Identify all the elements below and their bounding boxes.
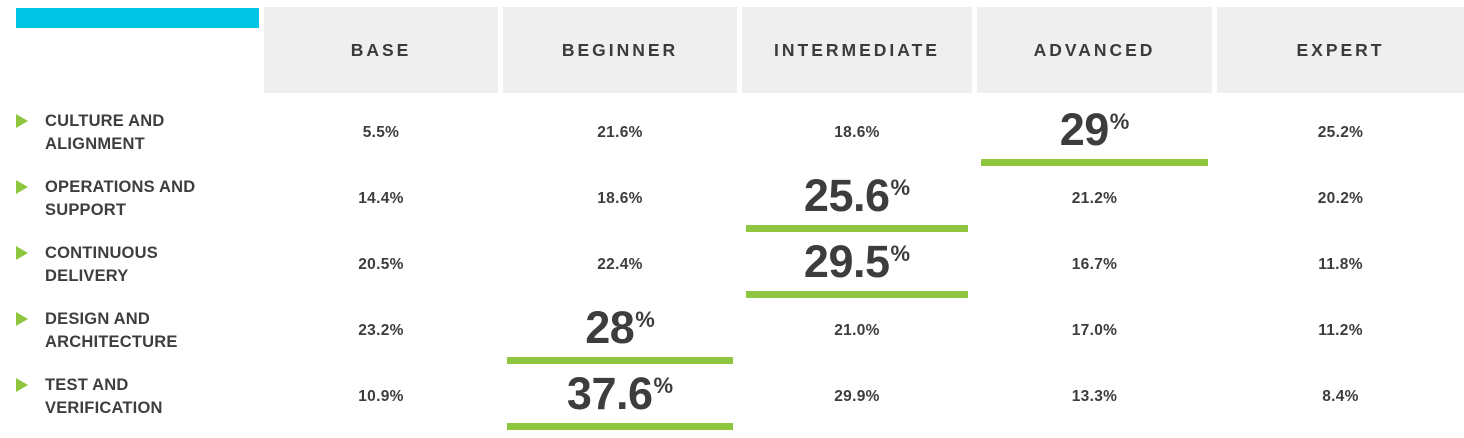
percent-sign: % [890,174,911,200]
row-label-line: VERIFICATION [45,399,163,417]
row-label-line: CONTINUOUS [45,244,158,262]
value-cell: 21.2% [1071,190,1118,207]
value-cell: 21.6% [597,124,643,141]
row-label-cell: CONTINUOUS DELIVERY [16,232,259,298]
value-cell: 29.9% [834,388,880,405]
column-header-advanced: ADVANCED [977,7,1212,93]
row-label-line: ARCHITECTURE [45,333,178,351]
value-cell: 14.4% [358,190,404,207]
triangle-bullet-icon [16,312,28,326]
value-cell: 13.3% [1071,388,1118,405]
value-cell: 5.5% [362,124,400,141]
highlighted-value-cell: 37.6% [503,364,737,430]
highlight-underline [746,225,968,232]
value-cell: 8.4% [1322,388,1359,405]
value-cell: 18.6% [597,190,643,207]
table-row: TEST AND VERIFICATION 10.9% 37.6% 29.9% 13.3%… [16,364,1464,430]
value-cell: 25.2% [1317,124,1364,141]
percent-sign: % [1109,108,1130,134]
table-body: CULTURE AND ALIGNMENT 5.5% 21.6% 18.6% 29% 25.… [16,100,1464,430]
row-label-text: CULTURE AND ALIGNMENT [45,110,165,156]
column-header-beginner: BEGINNER [503,7,737,93]
highlight-underline [507,357,733,364]
row-label-cell: CULTURE AND ALIGNMENT [16,100,259,166]
value-cell: 16.7% [1071,256,1118,273]
value-cell: 11.8% [1318,256,1363,273]
column-header-expert: EXPERT [1217,7,1464,93]
row-label: OPERATIONS AND SUPPORT [16,176,195,222]
value-cell: 17.0% [1071,322,1118,339]
triangle-bullet-icon [16,378,28,392]
triangle-bullet-icon [16,114,28,128]
value-cell: 22.4% [597,256,643,273]
row-label-cell: DESIGN AND ARCHITECTURE [16,298,259,364]
table-row: CULTURE AND ALIGNMENT 5.5% 21.6% 18.6% 29% 25.… [16,100,1464,166]
value-cell: 10.9% [358,388,404,405]
row-label-cell: TEST AND VERIFICATION [16,364,259,430]
value-cell: 11.2% [1318,322,1363,339]
row-label-line: ALIGNMENT [45,135,145,153]
highlighted-value-cell: 28% [503,298,737,364]
header-corner-cell [16,7,259,93]
highlighted-value: 29.5% [803,235,911,287]
percent-sign: % [635,306,655,332]
highlighted-value: 37.6% [566,367,674,419]
percent-sign: % [890,240,911,266]
row-label-line: SUPPORT [45,201,127,219]
row-label-line: DELIVERY [45,267,129,285]
highlighted-value: 29% [1059,103,1130,155]
row-label-line: OPERATIONS AND [45,178,196,196]
row-label: TEST AND VERIFICATION [16,374,163,420]
table-row: DESIGN AND ARCHITECTURE 23.2% 28% 21.0% 17.0%… [16,298,1464,364]
row-label-line: CULTURE AND [45,112,165,130]
triangle-bullet-icon [16,246,28,260]
highlighted-value-cell: 29% [977,100,1212,166]
row-label-line: DESIGN AND [45,310,150,328]
value-cell: 21.0% [834,322,880,339]
highlighted-value: 25.6% [803,169,911,221]
row-label: DESIGN AND ARCHITECTURE [16,308,178,354]
value-cell: 23.2% [358,322,404,339]
row-label-text: CONTINUOUS DELIVERY [45,242,158,288]
percent-sign: % [653,372,674,398]
value-cell: 18.6% [834,124,880,141]
row-label-line: TEST AND [45,376,129,394]
table-row: OPERATIONS AND SUPPORT 14.4% 18.6% 25.6% 21.2… [16,166,1464,232]
row-label-text: DESIGN AND ARCHITECTURE [45,308,178,354]
header-row: BASE BEGINNER INTERMEDIATE ADVANCED EXPERT [16,7,1464,93]
row-label-text: TEST AND VERIFICATION [45,374,163,420]
highlighted-value-cell: 29.5% [742,232,972,298]
column-header-intermediate: INTERMEDIATE [742,7,972,93]
highlight-underline [746,291,968,298]
row-label-cell: OPERATIONS AND SUPPORT [16,166,259,232]
triangle-bullet-icon [16,180,28,194]
row-label: CULTURE AND ALIGNMENT [16,110,165,156]
highlighted-value-cell: 25.6% [742,166,972,232]
value-cell: 20.5% [358,256,404,273]
highlight-underline [981,159,1208,166]
table-row: CONTINUOUS DELIVERY 20.5% 22.4% 29.5% 16.7% 11… [16,232,1464,298]
highlighted-value: 28% [585,301,655,353]
row-label-text: OPERATIONS AND SUPPORT [45,176,195,222]
column-header-base: BASE [264,7,498,93]
row-label: CONTINUOUS DELIVERY [16,242,158,288]
value-cell: 20.2% [1317,190,1364,207]
highlight-underline [507,423,733,430]
cyan-accent-bar [16,8,259,28]
